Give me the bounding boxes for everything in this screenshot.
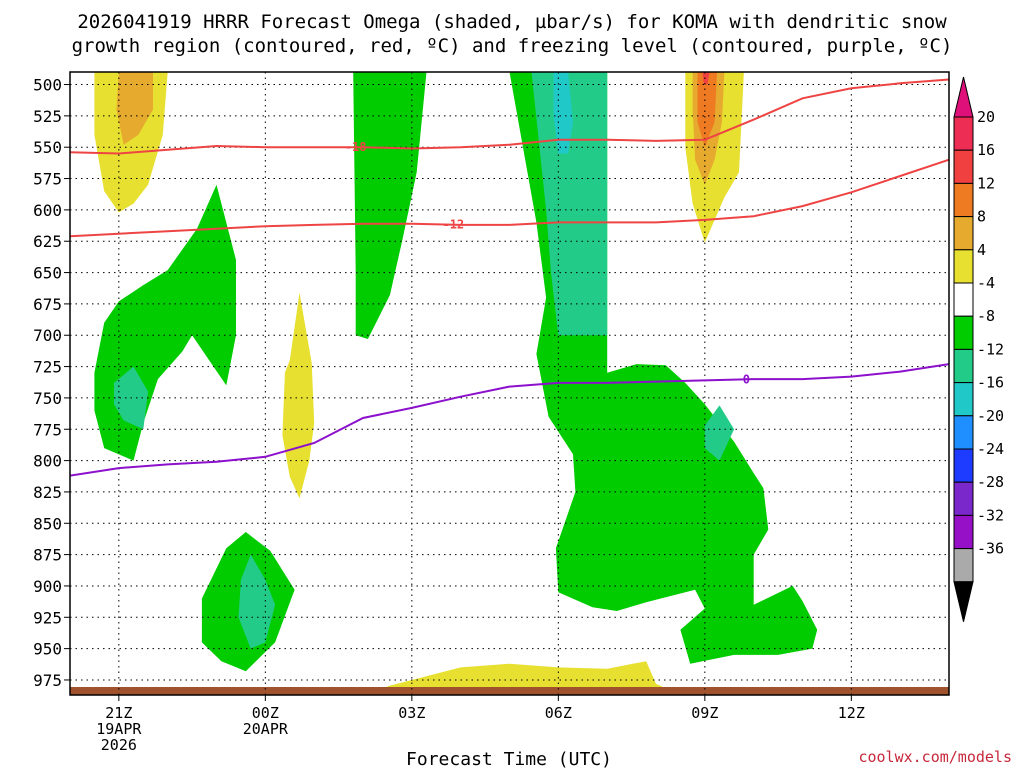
y-tick-label-3: 575 xyxy=(33,170,62,189)
omega-region-1 xyxy=(116,72,153,145)
colorbar-swatch-6 xyxy=(953,315,974,350)
contour-label-0: -18 xyxy=(345,140,367,154)
omega-region-6 xyxy=(702,72,710,85)
colorbar-swatch-13 xyxy=(953,548,974,583)
colorbar-swatch-7 xyxy=(953,348,974,384)
omega-region-5 xyxy=(697,72,717,148)
x-tick-label-0-0: 21Z xyxy=(105,704,132,722)
colorbar-label-8: -16 xyxy=(977,374,1004,392)
y-tick-label-10: 750 xyxy=(33,389,62,408)
x-tick-label-1-1: 20APR xyxy=(243,720,289,738)
x-tick-label-3-0: 06Z xyxy=(545,704,572,722)
y-tick-label-4: 600 xyxy=(33,201,62,220)
y-tick-label-13: 825 xyxy=(33,483,62,502)
contour-line-purple-2 xyxy=(70,363,949,477)
contour-line-red-1 xyxy=(70,158,949,238)
colorbar-cap-bottom xyxy=(953,581,974,622)
y-tick-label-6: 650 xyxy=(33,264,62,283)
colorbar-label-1: 16 xyxy=(977,141,995,159)
colorbar-cap-top xyxy=(953,76,974,118)
colorbar-swatch-4 xyxy=(953,249,974,284)
x-tick-label-4-0: 09Z xyxy=(691,704,718,722)
y-tick-label-5: 625 xyxy=(33,232,62,251)
y-tick-label-0: 500 xyxy=(33,76,62,95)
colorbar-label-13: -36 xyxy=(977,540,1004,558)
colorbar-label-6: -8 xyxy=(977,307,995,325)
omega-region-12 xyxy=(353,72,427,339)
y-tick-label-17: 925 xyxy=(33,608,62,627)
grid-lines xyxy=(70,72,949,695)
omega-region-14 xyxy=(531,72,608,336)
y-tick-label-7: 675 xyxy=(33,295,62,314)
credit-text: coolwx.com/models xyxy=(858,748,1012,766)
colorbar-swatch-3 xyxy=(953,216,974,251)
colorbar-label-0: 20 xyxy=(977,108,995,126)
y-tick-label-1: 525 xyxy=(33,107,62,126)
y-tick-label-12: 800 xyxy=(33,452,62,471)
colorbar: 20 16 12 8 4 -4 -8 -12 -16 -20 -24 -28 -32 -36 xyxy=(953,76,1004,622)
colorbar-swatch-0 xyxy=(953,116,974,151)
colorbar-swatch-5 xyxy=(953,282,974,317)
x-tick-label-5-0: 12Z xyxy=(838,704,865,722)
contour-label-2: 0 xyxy=(743,372,750,386)
x-axis-label: Forecast Time (UTC) xyxy=(406,749,612,768)
colorbar-label-7: -12 xyxy=(977,340,1004,358)
y-tick-label-18: 950 xyxy=(33,640,62,659)
omega-shaded-areas xyxy=(94,72,818,695)
colorbar-swatch-9 xyxy=(953,415,974,450)
colorbar-swatch-8 xyxy=(953,382,974,417)
omega-region-11 xyxy=(238,554,276,649)
contour-line-red-0 xyxy=(70,78,949,155)
omega-region-2 xyxy=(282,292,315,499)
colorbar-label-5: -4 xyxy=(977,274,995,292)
y-tick-label-14: 850 xyxy=(33,514,62,533)
omega-region-7 xyxy=(387,661,681,695)
colorbar-label-9: -20 xyxy=(977,407,1004,425)
y-tick-label-2: 550 xyxy=(33,138,62,157)
colorbar-label-2: 12 xyxy=(977,174,995,192)
y-tick-label-11: 775 xyxy=(33,420,62,439)
omega-region-16 xyxy=(704,405,735,461)
x-tick-label-1-0: 00Z xyxy=(252,704,279,722)
colorbar-swatch-2 xyxy=(953,182,974,218)
colorbar-label-3: 8 xyxy=(977,208,986,226)
colorbar-label-4: 4 xyxy=(977,241,986,259)
y-axis-ticks: 500 525 550 575 600 625 650 675 700 725 750 775 800 8… xyxy=(33,76,70,690)
x-tick-label-0-1: 19APR xyxy=(96,720,142,738)
contour-label-1: -12 xyxy=(442,218,464,232)
plot-frame xyxy=(69,71,950,696)
chart-title-line2: growth region (contoured, red, ºC) and f… xyxy=(72,35,953,57)
colorbar-swatch-10 xyxy=(953,448,974,483)
x-tick-label-0-2: 2026 xyxy=(101,736,137,754)
x-tick-label-2-0: 03Z xyxy=(398,704,425,722)
colorbar-swatch-12 xyxy=(953,514,974,550)
temperature-contours: -18 -12 0 xyxy=(70,78,949,477)
colorbar-swatch-11 xyxy=(953,481,974,516)
ground-strip xyxy=(70,687,949,695)
colorbar-label-11: -28 xyxy=(977,473,1004,491)
colorbar-label-12: -32 xyxy=(977,506,1004,524)
y-tick-label-15: 875 xyxy=(33,546,62,565)
y-tick-label-19: 975 xyxy=(33,671,62,690)
y-tick-label-8: 700 xyxy=(33,326,62,345)
chart-title-line1: 2026041919 HRRR Forecast Omega (shaded, … xyxy=(77,11,947,33)
colorbar-label-10: -24 xyxy=(977,440,1004,458)
y-tick-label-16: 900 xyxy=(33,577,62,596)
omega-region-8 xyxy=(94,184,237,461)
colorbar-swatch-1 xyxy=(953,149,974,184)
y-tick-label-9: 725 xyxy=(33,358,62,377)
